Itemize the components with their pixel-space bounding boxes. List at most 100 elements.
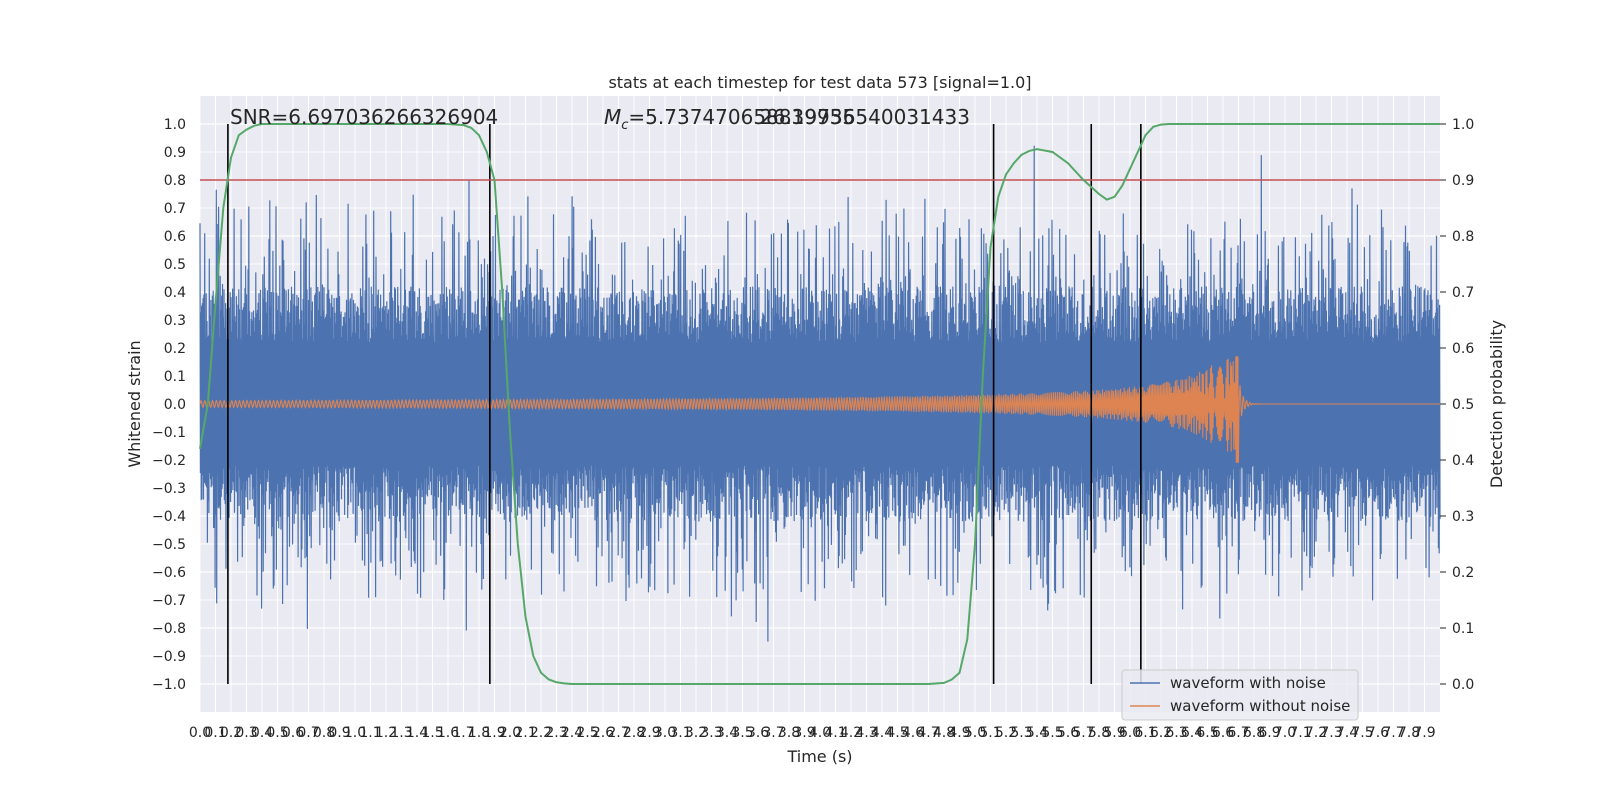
legend-label-noise: waveform with noise	[1170, 674, 1326, 692]
x-tick-label: 7.6	[1367, 725, 1389, 741]
x-tick-label: 5.6	[1057, 725, 1079, 741]
x-tick-label: 3.8	[778, 725, 800, 741]
y-tick-label: 0.4	[164, 285, 186, 301]
x-tick-label: 0.2	[220, 725, 242, 741]
x-tick-label: 2.9	[638, 725, 660, 741]
x-tick-label: 5.9	[1103, 725, 1125, 741]
x-tick-label: 1.1	[359, 725, 381, 741]
legend-label-clean: waveform without noise	[1170, 697, 1350, 715]
y2-tick-label: 0.3	[1452, 509, 1474, 525]
x-tick-label: 2.1	[514, 725, 536, 741]
x-tick-label: 2.0	[499, 725, 521, 741]
y2-tick-label: 0.7	[1452, 285, 1474, 301]
y-tick-label: 0.3	[164, 313, 186, 329]
y-tick-label: −0.7	[152, 593, 186, 609]
x-tick-labels: 0.00.10.20.30.40.50.60.70.80.91.01.11.21…	[189, 725, 1436, 741]
y2-tick-label: 0.1	[1452, 621, 1474, 637]
mc-subscript: c	[621, 118, 628, 133]
x-tick-label: 0.6	[282, 725, 304, 741]
x-tick-label: 5.3	[1010, 725, 1032, 741]
x-tick-label: 3.2	[685, 725, 707, 741]
mc-symbol: M	[604, 105, 621, 129]
x-tick-label: 1.8	[468, 725, 490, 741]
snr-annotation: SNR=6.697036266326904	[230, 105, 498, 129]
x-tick-label: 6.9	[1258, 725, 1280, 741]
x-tick-label: 4.1	[824, 725, 846, 741]
x-tick-label: 2.6	[592, 725, 614, 741]
legend: waveform with noise waveform without noi…	[1121, 669, 1359, 721]
x-tick-label: 0.0	[189, 725, 211, 741]
y-tick-label: 0.1	[164, 369, 186, 385]
x-tick-label: 5.1	[979, 725, 1001, 741]
x-tick-label: 7.3	[1320, 725, 1342, 741]
y-tick-label: 0.2	[164, 341, 186, 357]
y-tick-label: 0.5	[164, 257, 186, 273]
vertical-markers	[227, 124, 1142, 684]
series-waveform-without-noise	[199, 356, 1440, 463]
x-tick-label: 2.5	[576, 725, 598, 741]
x-tick-label: 7.2	[1305, 725, 1327, 741]
x-tick-label: 5.7	[1072, 725, 1094, 741]
x-tick-label: 3.7	[762, 725, 784, 741]
series-detection-probability	[199, 123, 1440, 685]
x-tick-label: 1.7	[452, 725, 474, 741]
x-tick-label: 1.4	[406, 725, 428, 741]
x-tick-label: 0.5	[266, 725, 288, 741]
x-tick-label: 6.6	[1212, 725, 1234, 741]
x-tick-label: 0.4	[251, 725, 273, 741]
x-tick-label: 3.0	[654, 725, 676, 741]
left-y-tick-labels: 1.0 0.9 0.8 0.7 0.6 0.5 0.4 0.3 0.2 0.1 0.0 −0.1 −0.…	[152, 117, 186, 693]
x-tick-label: 5.2	[995, 725, 1017, 741]
y-tick-label: −0.3	[152, 481, 186, 497]
chart-title: stats at each timestep for test data 573…	[608, 73, 1031, 92]
x-tick-label: 7.8	[1398, 725, 1420, 741]
x-tick-label: 7.4	[1336, 725, 1358, 741]
x-tick-label: 4.9	[948, 725, 970, 741]
y-tick-label: −0.4	[152, 509, 186, 525]
x-tick-label: 2.8	[623, 725, 645, 741]
y-tick-label: −0.8	[152, 621, 186, 637]
overlap-annotation: 26.19736540031433	[760, 105, 970, 129]
x-tick-label: 6.5	[1196, 725, 1218, 741]
x-tick-label: 7.0	[1274, 725, 1296, 741]
mc-annotation: Mc=5.737470658839955	[604, 105, 855, 133]
y-tick-label: 1.0	[164, 117, 186, 133]
x-tick-label: 4.4	[871, 725, 893, 741]
y-tick-label: −0.1	[152, 425, 186, 441]
x-tick-label: 6.1	[1134, 725, 1156, 741]
x-tick-label: 3.1	[669, 725, 691, 741]
x-tick-label: 3.5	[731, 725, 753, 741]
x-tick-label: 1.2	[375, 725, 397, 741]
x-tick-label: 1.3	[390, 725, 412, 741]
x-tick-label: 1.0	[344, 725, 366, 741]
y-tick-label: −0.9	[152, 649, 186, 665]
x-tick-label: 4.3	[855, 725, 877, 741]
y-tick-label: −0.5	[152, 537, 186, 553]
y-tick-label: −0.2	[152, 453, 186, 469]
y-tick-label: 0.6	[164, 229, 186, 245]
x-tick-label: 7.9	[1413, 725, 1435, 741]
y2-tick-label: 1.0	[1452, 117, 1474, 133]
x-tick-label: 6.0	[1119, 725, 1141, 741]
x-tick-label: 0.9	[328, 725, 350, 741]
y2-tick-label: 0.0	[1452, 677, 1474, 693]
right-y-tick-labels: 1.0 0.9 0.8 0.7 0.6 0.5 0.4 0.3 0.2 0.1 0.0	[1440, 117, 1474, 693]
y2-tick-label: 0.2	[1452, 565, 1474, 581]
probability-trace	[199, 123, 1440, 685]
x-tick-label: 3.6	[747, 725, 769, 741]
x-tick-label: 0.1	[204, 725, 226, 741]
x-tick-label: 4.6	[902, 725, 924, 741]
y-axis-label: Whitened strain	[125, 340, 144, 467]
x-tick-label: 5.4	[1026, 725, 1048, 741]
y-tick-label: 0.7	[164, 201, 186, 217]
x-tick-label: 3.4	[716, 725, 738, 741]
x-tick-label: 5.0	[964, 725, 986, 741]
x-tick-label: 7.7	[1382, 725, 1404, 741]
x-tick-label: 3.9	[793, 725, 815, 741]
y-tick-label: 0.9	[164, 145, 186, 161]
y2-tick-label: 0.9	[1452, 173, 1474, 189]
x-tick-label: 1.9	[483, 725, 505, 741]
x-axis-label: Time (s)	[786, 747, 852, 766]
clean-trace	[199, 356, 1440, 463]
x-tick-label: 7.1	[1289, 725, 1311, 741]
